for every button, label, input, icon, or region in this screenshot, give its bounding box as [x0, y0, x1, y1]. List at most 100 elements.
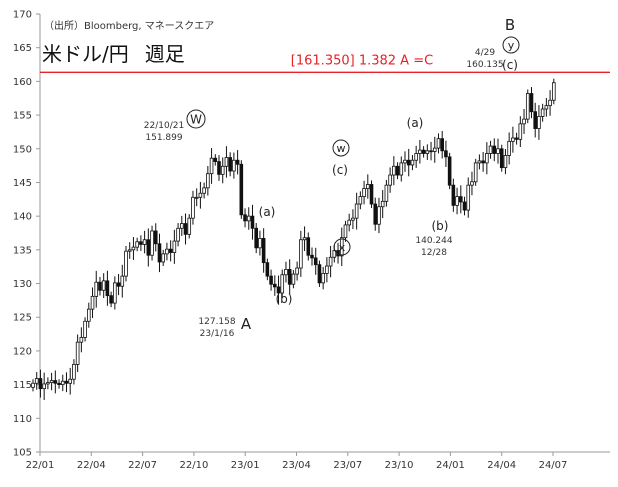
candle-body	[328, 256, 333, 267]
candle-body	[339, 237, 344, 257]
y-tick-label: 130	[13, 279, 32, 290]
y-tick-label: 105	[13, 448, 32, 459]
candle-body	[377, 206, 381, 225]
candle-body	[157, 243, 162, 263]
x-tick-label: 23/04	[282, 460, 311, 471]
candle-body	[511, 137, 515, 142]
x-tick-label: 23/10	[385, 460, 414, 471]
candle-body	[302, 237, 307, 241]
candle-body	[146, 239, 151, 256]
candle-body	[109, 295, 113, 304]
y-tick-label: 120	[13, 346, 32, 357]
candle-body	[75, 341, 80, 365]
candle-body	[492, 145, 497, 154]
candle-body	[235, 159, 240, 165]
y-tick-label: 150	[13, 144, 32, 155]
candle-body	[150, 230, 154, 256]
wave-label-a: A	[241, 315, 252, 333]
candle-body	[291, 273, 296, 285]
x-tick-label: 24/07	[539, 460, 568, 471]
annotation-a-low-value: 127.158	[198, 317, 235, 327]
candle-body	[258, 237, 262, 249]
candle-body	[34, 378, 39, 384]
wave-label-y-circle	[502, 36, 520, 54]
candle-body	[529, 93, 534, 113]
candle-body	[485, 153, 489, 164]
candle-body	[425, 150, 430, 154]
candle-body	[83, 320, 87, 338]
candle-body	[384, 184, 389, 202]
candle-body	[194, 196, 199, 199]
candle-body	[403, 159, 407, 164]
candle-body	[172, 240, 177, 253]
candle-body	[135, 241, 139, 248]
candle-body	[116, 282, 121, 287]
candle-body	[94, 281, 99, 297]
x-axis: 22/01 22/04 22/07 22/10 23/01 23/04 23/07 23/10…	[26, 452, 568, 471]
chart-title: 米ドル/円 週足	[42, 38, 185, 67]
candle-body	[72, 363, 76, 380]
chart-title-pair: 米ドル/円	[42, 42, 129, 66]
candle-body	[31, 382, 35, 388]
candle-body	[57, 382, 61, 386]
candle-body	[246, 215, 251, 222]
candle-body	[321, 273, 325, 284]
candle-body	[232, 159, 236, 172]
wave-label-c-second: (c)	[502, 58, 518, 72]
candle-body	[113, 282, 117, 304]
candle-body	[499, 148, 504, 169]
candle-body	[365, 184, 370, 189]
candle-body	[276, 286, 281, 294]
candle-body	[533, 111, 537, 129]
wave-label-a-second: (a)	[407, 116, 424, 130]
candle-body	[202, 187, 206, 194]
annotation-a-low-value: 23/1/16	[200, 329, 235, 339]
candle-body	[421, 149, 426, 154]
candle-body	[537, 116, 541, 129]
chart-title-frequency: 週足	[144, 42, 185, 66]
candle-body	[295, 267, 299, 275]
candle-body	[187, 217, 192, 235]
candle-body	[369, 184, 374, 205]
candle-body	[191, 196, 195, 219]
candle-body	[429, 150, 433, 153]
candle-body	[254, 227, 259, 249]
candle-body	[410, 159, 415, 166]
candle-body	[68, 378, 73, 384]
x-tick-label: 22/01	[26, 460, 55, 471]
candle-body	[380, 200, 385, 208]
candle-body	[101, 280, 106, 291]
candle-body	[269, 275, 273, 285]
candle-body	[243, 214, 247, 222]
annotation-w-high-value: 22/10/21	[144, 121, 184, 131]
wave-label-w-major-circle	[186, 109, 206, 129]
wave-label-a-first: (a)	[259, 205, 276, 219]
candle-body	[250, 215, 255, 229]
annotation-w-high-value: 151.899	[145, 133, 182, 143]
candle-body	[395, 165, 400, 176]
candle-body	[42, 383, 46, 390]
candle-body	[462, 201, 467, 211]
candle-body	[213, 157, 218, 162]
candle-body	[477, 160, 482, 164]
candle-body	[548, 99, 552, 107]
candle-body	[79, 337, 84, 343]
candle-body	[358, 196, 363, 205]
candle-body	[392, 165, 396, 176]
candle-body	[470, 181, 474, 186]
x-tick-label: 22/07	[128, 460, 157, 471]
candle-body	[220, 165, 225, 175]
y-tick-label: 160	[13, 77, 32, 88]
candle-body	[46, 382, 50, 385]
wave-label-b-second: (b)	[432, 219, 449, 233]
candle-body	[306, 237, 311, 256]
candle-body	[325, 265, 329, 274]
y-tick-label: 115	[13, 380, 32, 391]
candle-body	[432, 147, 437, 152]
candle-body	[165, 248, 169, 255]
y-axis: 105 110 115 120 125 130 135 140 145 150 155 160 165 1…	[13, 10, 40, 459]
candle-body	[518, 123, 523, 140]
candle-body	[139, 241, 143, 245]
candle-body	[481, 160, 485, 164]
candle-body	[217, 161, 221, 175]
